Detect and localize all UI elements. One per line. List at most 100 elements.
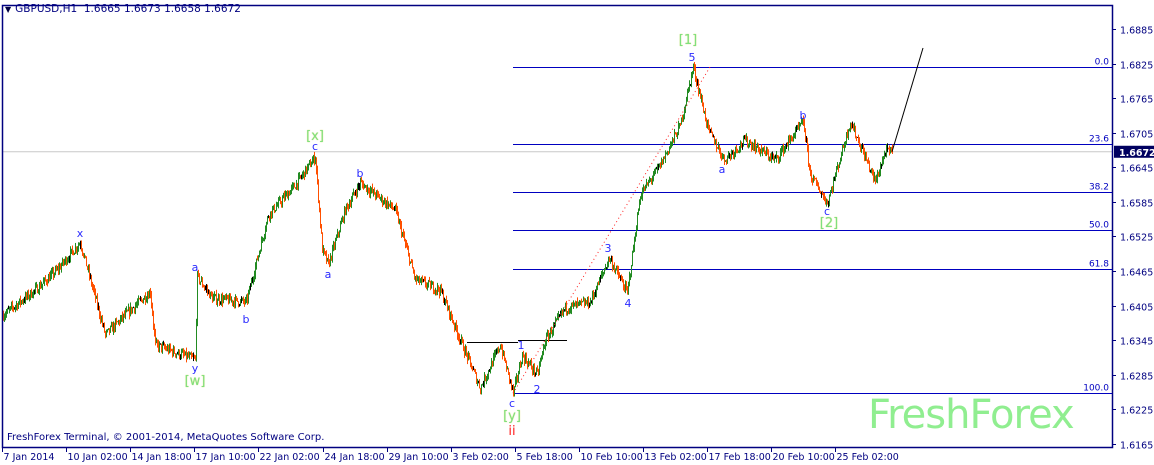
price-bar (748, 143, 749, 149)
price-bar (647, 182, 648, 186)
price-bar (857, 136, 858, 138)
price-bar (810, 164, 811, 177)
price-bar (516, 373, 517, 385)
price-bar (453, 319, 454, 325)
price-bar (767, 147, 768, 155)
price-bar (462, 336, 463, 344)
price-bar (318, 179, 319, 204)
price-bar (4, 313, 5, 322)
price-bar (355, 189, 356, 196)
price-bar (20, 295, 21, 308)
price-bar (710, 128, 711, 133)
price-bar (718, 141, 719, 150)
price-bar (28, 289, 29, 300)
price-bar (564, 309, 565, 312)
price-bar (454, 322, 455, 333)
price-bar (151, 290, 152, 309)
price-bar (722, 153, 723, 160)
price-bar (882, 156, 883, 167)
price-bar (132, 307, 133, 314)
price-bar (197, 271, 198, 327)
price-bar (317, 165, 318, 185)
price-bar (455, 322, 456, 331)
price-bar (450, 311, 451, 322)
price-bar (829, 194, 830, 207)
price-bar (542, 350, 543, 360)
price-bar (868, 157, 869, 164)
price-bar (473, 366, 474, 371)
price-bar (456, 320, 457, 333)
price-bar (652, 175, 653, 185)
y-tick-label: 1.6825 (1120, 61, 1153, 72)
price-bar (257, 255, 258, 261)
price-bar (148, 290, 149, 300)
price-bar (790, 135, 791, 145)
price-bar (671, 141, 672, 148)
price-bar (776, 151, 777, 163)
price-bar (234, 297, 235, 309)
price-bar (747, 136, 748, 148)
price-bar (442, 288, 443, 295)
price-bar (630, 273, 631, 281)
price-bar (754, 139, 755, 152)
price-bar (74, 252, 75, 255)
price-bar (865, 151, 866, 161)
price-bar (541, 355, 542, 362)
price-bar (499, 348, 500, 353)
price-bar (732, 150, 733, 155)
price-bar (623, 279, 624, 291)
collapse-triangle-icon[interactable]: ▼ (5, 5, 12, 14)
price-bar (467, 352, 468, 365)
wave-label: c (311, 140, 319, 154)
price-bar (668, 151, 669, 155)
price-bar (483, 380, 484, 388)
price-bar (598, 281, 599, 286)
price-bar (267, 215, 268, 225)
price-bar (677, 132, 678, 140)
price-bar (596, 285, 597, 298)
price-bar (416, 274, 417, 285)
price-bar (737, 148, 738, 154)
price-bar (691, 71, 692, 88)
price-bar (377, 189, 378, 198)
price-bar (242, 297, 243, 301)
price-bar (222, 292, 223, 308)
price-bar (312, 156, 313, 165)
price-bar (400, 219, 401, 230)
price-bar (225, 294, 226, 301)
price-bar (288, 190, 289, 201)
x-tick-label: 13 Feb 02:00 (645, 452, 707, 463)
price-bar (394, 205, 395, 212)
price-bar (784, 145, 785, 154)
price-bar (191, 351, 192, 360)
price-bar (534, 363, 535, 378)
price-bar (94, 285, 95, 296)
price-bar (646, 178, 647, 189)
price-bar (634, 236, 635, 252)
price-bar (436, 289, 437, 296)
price-bar (172, 348, 173, 358)
price-bar (124, 310, 125, 318)
price-bar (427, 282, 428, 291)
price-bar (673, 138, 674, 143)
wave-label: a (191, 261, 199, 275)
price-bar (765, 150, 766, 157)
price-bar (612, 255, 613, 272)
price-bar (690, 84, 691, 87)
x-tick-label: 22 Jan 02:00 (260, 452, 320, 463)
price-bar (773, 153, 774, 161)
price-bar (157, 339, 158, 348)
price-bar (800, 122, 801, 127)
price-bar (833, 176, 834, 193)
price-bar (802, 118, 803, 125)
price-bar (785, 144, 786, 153)
price-bar (406, 239, 407, 248)
price-bar (285, 190, 286, 201)
price-bar (133, 306, 134, 309)
price-bar (368, 187, 369, 194)
price-bar (774, 155, 775, 164)
y-tick-label: 1.6225 (1120, 406, 1153, 417)
price-bar (769, 156, 770, 162)
price-bar (371, 187, 372, 194)
price-bar (87, 265, 88, 271)
